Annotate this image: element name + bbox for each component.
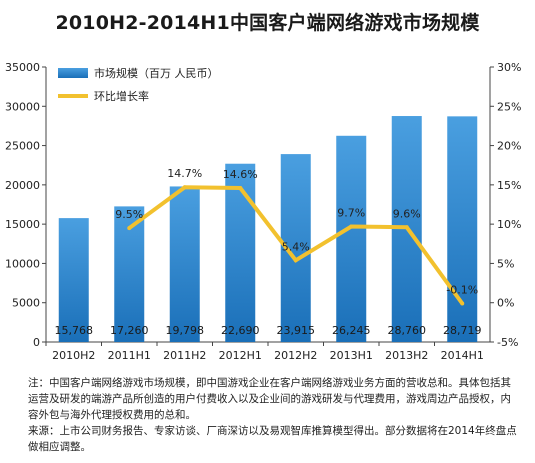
x-tick-label: 2014H1 [441, 349, 484, 362]
growth-rate-label: 9.6% [393, 207, 421, 220]
x-tick-label: 2011H2 [163, 349, 206, 362]
bar-series [58, 116, 478, 343]
x-tick-label: 2013H2 [385, 349, 428, 362]
left-tick-label: 25000 [5, 140, 40, 153]
bar [58, 218, 89, 342]
growth-rate-point [349, 224, 354, 229]
bar-value-label: 17,260 [110, 324, 149, 337]
growth-rate-point [293, 258, 298, 263]
growth-rate-point [182, 185, 187, 190]
growth-rate-point [238, 186, 243, 190]
right-tick-label: 25% [497, 100, 521, 113]
growth-rate-label: -0.1% [446, 284, 478, 297]
growth-rate-point [460, 301, 465, 306]
left-tick-label: 20000 [5, 179, 40, 192]
right-tick-label: 15% [497, 179, 521, 192]
bar-value-label: 23,915 [277, 324, 316, 337]
growth-rate-label: 14.6% [223, 168, 258, 181]
growth-rate-label: 9.5% [115, 208, 143, 221]
bar-value-label: 28,760 [388, 324, 427, 337]
bar-value-label: 19,798 [166, 324, 205, 337]
bar [169, 186, 200, 342]
data-labels: 15,768 17,260 19,798 22,690 23,915 26,245 28,7… [55, 167, 482, 337]
bar-value-label: 22,690 [221, 324, 260, 337]
legend-line-label: 环比增长率 [94, 89, 149, 103]
right-tick-label: 10% [497, 218, 521, 231]
right-tick-label: 20% [497, 140, 521, 153]
growth-rate-label: 9.7% [337, 207, 365, 220]
chart-title: 2010H2-2014H1中国客户端网络游戏市场规模 [55, 12, 480, 34]
growth-rate-point [404, 225, 409, 230]
right-tick-label: 5% [497, 257, 514, 270]
bar [225, 163, 256, 342]
left-tick-label: 35000 [5, 61, 40, 74]
growth-rate-point [127, 226, 132, 231]
left-tick-label: 5000 [12, 297, 40, 310]
bar [447, 116, 478, 343]
bar-value-label: 15,768 [55, 324, 94, 337]
bar [336, 135, 367, 342]
x-tick-label: 2013H1 [330, 349, 373, 362]
x-tick-label: 2012H1 [219, 349, 262, 362]
chart-legend: 市场规模（百万 人民币） 环比增长率 [58, 66, 219, 103]
legend-bar-label: 市场规模（百万 人民币） [94, 66, 219, 80]
right-tick-label: 30% [497, 61, 521, 74]
left-tick-label: 30000 [5, 100, 40, 113]
growth-rate-label: 5.4% [282, 240, 310, 253]
legend-bar-swatch [58, 68, 88, 78]
left-tick-label: 15000 [5, 218, 40, 231]
footnotes: 注：中国客户端网络游戏市场规模，即中国游戏企业在客户端网络游戏业务方面的营收总和… [28, 375, 518, 455]
left-tick-label: 10000 [5, 257, 40, 270]
right-tick-label: -5% [497, 336, 518, 349]
footnote-source: 来源：上市公司财务报告、专家访谈、厂商深访以及易观智库推算模型得出。部分数据将在… [28, 425, 517, 453]
right-tick-label: 0% [497, 297, 514, 310]
x-tick-label: 2010H2 [52, 349, 95, 362]
chart: 0 5000 10000 15000 20000 25000 30000 35000 -5% 0%… [5, 61, 521, 362]
bar-value-label: 26,245 [332, 324, 371, 337]
x-tick-label: 2012H2 [274, 349, 317, 362]
growth-rate-label: 14.7% [167, 167, 202, 180]
bar-value-label: 28,719 [443, 324, 482, 337]
chart-axes: 0 5000 10000 15000 20000 25000 30000 35000 -5% 0%… [5, 61, 521, 362]
line-series [127, 185, 465, 306]
x-tick-label: 2011H1 [108, 349, 151, 362]
left-tick-label: 0 [33, 336, 40, 349]
footnote-definition: 注：中国客户端网络游戏市场规模，即中国游戏企业在客户端网络游戏业务方面的营收总和… [28, 377, 511, 421]
